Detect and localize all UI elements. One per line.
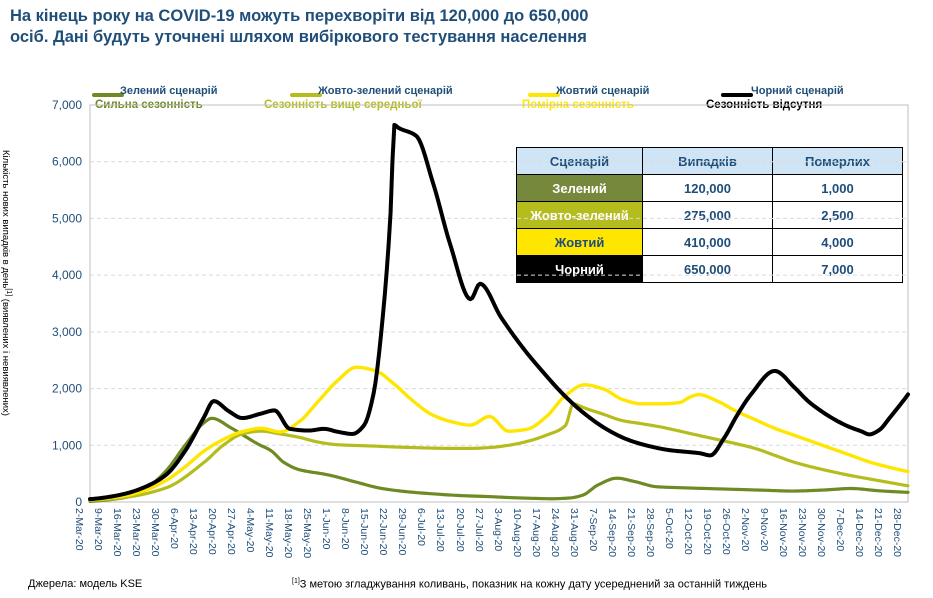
svg-text:5,000: 5,000 [52, 211, 82, 225]
svg-text:0: 0 [75, 495, 82, 509]
svg-text:2,000: 2,000 [52, 382, 82, 396]
svg-text:3,000: 3,000 [52, 325, 82, 339]
svg-text:1,000: 1,000 [52, 438, 82, 452]
svg-text:7,000: 7,000 [52, 98, 82, 112]
svg-text:6,000: 6,000 [52, 155, 82, 169]
svg-text:4,000: 4,000 [52, 268, 82, 282]
